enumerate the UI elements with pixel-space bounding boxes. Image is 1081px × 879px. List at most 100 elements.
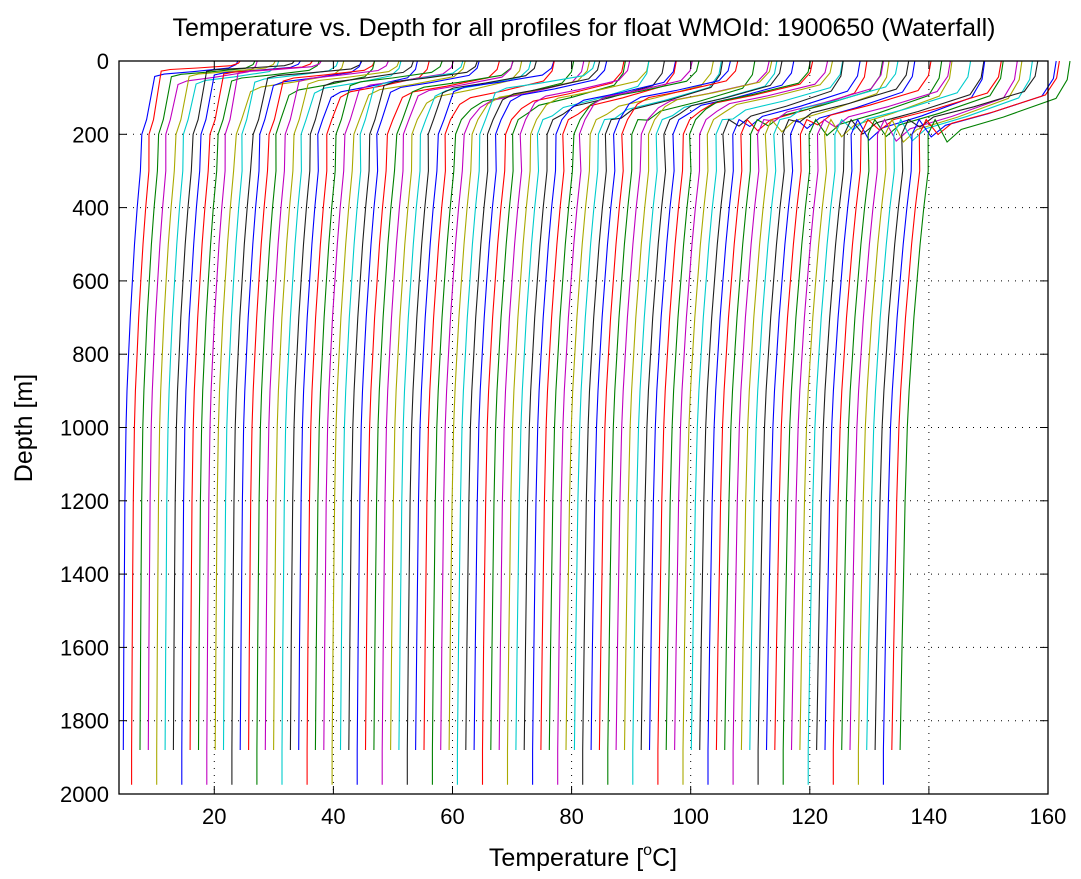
profile-line bbox=[790, 60, 951, 751]
profile-line bbox=[699, 60, 844, 751]
y-tick-label: 1000 bbox=[60, 416, 109, 441]
profile-line bbox=[473, 60, 608, 751]
profile-line bbox=[724, 60, 884, 751]
profile-line bbox=[782, 60, 943, 785]
profile-line bbox=[398, 60, 532, 751]
x-tick-label: 140 bbox=[911, 804, 948, 829]
profile-line bbox=[147, 60, 258, 751]
profile-line bbox=[214, 60, 345, 751]
profile-line bbox=[807, 60, 972, 785]
y-tick-label: 800 bbox=[72, 342, 109, 367]
y-tick-label: 1800 bbox=[60, 709, 109, 734]
profile-line bbox=[456, 60, 596, 785]
profile-line bbox=[648, 60, 795, 751]
chart-title: Temperature vs. Depth for all profiles f… bbox=[172, 14, 995, 42]
profile-line bbox=[573, 60, 722, 751]
profile-line bbox=[874, 60, 1039, 751]
profile-line bbox=[156, 60, 276, 785]
profile-line bbox=[891, 60, 1060, 751]
profile-line bbox=[841, 60, 1004, 751]
profile-line bbox=[373, 60, 514, 751]
profile-line bbox=[765, 60, 916, 751]
x-tick-label: 20 bbox=[202, 804, 226, 829]
profile-line bbox=[824, 60, 986, 751]
profile-line bbox=[390, 60, 523, 751]
profile-line bbox=[515, 60, 650, 751]
profile-line bbox=[281, 60, 402, 785]
profile-line bbox=[323, 60, 455, 751]
axis-ticks: 20 40 60 80 100 120 140 16002004006008001000120… bbox=[60, 49, 1066, 829]
profile-lines bbox=[122, 60, 1071, 785]
profile-line bbox=[682, 60, 834, 785]
profile-line bbox=[448, 60, 591, 751]
profile-line bbox=[440, 60, 585, 751]
profile-line bbox=[816, 60, 985, 751]
profile-line bbox=[774, 60, 932, 751]
profile-line bbox=[231, 60, 363, 785]
profile-line bbox=[172, 60, 295, 751]
y-tick-label: 1600 bbox=[60, 635, 109, 660]
profile-line bbox=[465, 60, 601, 751]
profile-line bbox=[506, 60, 650, 785]
profile-line bbox=[565, 60, 714, 751]
profile-line bbox=[206, 60, 322, 785]
y-tick-label: 200 bbox=[72, 122, 109, 147]
x-tick-label: 60 bbox=[440, 804, 464, 829]
profile-line bbox=[548, 60, 700, 751]
x-tick-label: 80 bbox=[559, 804, 583, 829]
profile-line bbox=[415, 60, 555, 751]
profile-line bbox=[348, 60, 478, 751]
profile-line bbox=[607, 60, 756, 785]
profile-line bbox=[248, 60, 376, 751]
profile-line bbox=[590, 60, 731, 751]
y-axis-label: Depth [m] bbox=[10, 374, 38, 482]
profile-line bbox=[314, 60, 443, 751]
profile-line bbox=[598, 60, 739, 751]
y-tick-label: 1200 bbox=[60, 489, 109, 514]
profile-line bbox=[122, 60, 239, 751]
y-tick-label: 0 bbox=[97, 49, 109, 74]
profile-line bbox=[899, 60, 1071, 751]
profile-line bbox=[799, 60, 953, 751]
profile-line bbox=[866, 60, 1033, 751]
x-tick-label: 160 bbox=[1030, 804, 1067, 829]
profile-line bbox=[582, 60, 724, 785]
y-tick-label: 2000 bbox=[60, 782, 109, 807]
profile-line bbox=[532, 60, 677, 785]
profile-line bbox=[289, 60, 414, 751]
profile-line bbox=[490, 60, 626, 751]
profile-line bbox=[690, 60, 844, 751]
profile-line bbox=[381, 60, 514, 785]
profile-line bbox=[707, 60, 861, 785]
profile-line bbox=[431, 60, 575, 785]
profile-line bbox=[857, 60, 1023, 785]
profile-line bbox=[557, 60, 693, 785]
profile-line bbox=[273, 60, 400, 751]
profile-line bbox=[523, 60, 665, 751]
profile-line bbox=[197, 60, 320, 751]
y-tick-label: 600 bbox=[72, 269, 109, 294]
x-tick-label: 100 bbox=[672, 804, 709, 829]
profile-line bbox=[640, 60, 783, 751]
profile-line bbox=[164, 60, 280, 751]
profile-line bbox=[339, 60, 464, 751]
profile-line bbox=[757, 60, 910, 785]
profile-line bbox=[406, 60, 537, 785]
profile-line bbox=[131, 60, 241, 785]
profile-line bbox=[481, 60, 625, 785]
profile-line bbox=[674, 60, 829, 751]
profile-line bbox=[715, 60, 868, 751]
profile-line bbox=[882, 60, 1057, 785]
profile-line bbox=[356, 60, 480, 785]
profile-line bbox=[423, 60, 555, 751]
profile-line bbox=[632, 60, 778, 785]
profile-line bbox=[540, 60, 677, 751]
profile-line bbox=[139, 60, 256, 751]
profile-line bbox=[749, 60, 899, 751]
profile-line bbox=[623, 60, 773, 751]
profile-line bbox=[498, 60, 631, 751]
profile-line bbox=[264, 60, 389, 751]
x-tick-label: 120 bbox=[791, 804, 828, 829]
y-tick-label: 1400 bbox=[60, 562, 109, 587]
profile-line bbox=[657, 60, 814, 785]
